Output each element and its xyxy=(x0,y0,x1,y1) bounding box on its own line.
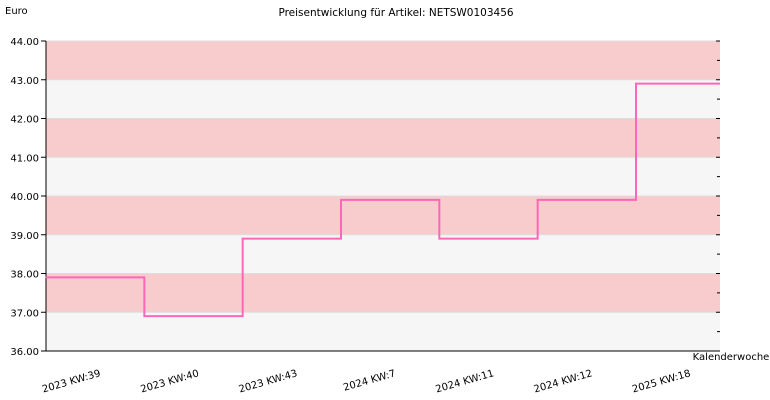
x-tick-label: 2024 KW:11 xyxy=(434,368,495,395)
band xyxy=(46,312,720,351)
band xyxy=(46,41,720,80)
x-axis-ticks: 2023 KW:39 2023 KW:40 2023 KW:43 2024 KW:7 2… xyxy=(41,368,692,395)
background-bands xyxy=(46,41,720,351)
y-axis-ticks: 36.00 37.00 38.00 39.00 40.00 41.00 42.00 43.00… xyxy=(10,37,720,358)
band xyxy=(46,118,720,158)
price-line xyxy=(46,82,720,318)
y-tick-label: 39.00 xyxy=(10,231,39,242)
x-axis-label: Kalenderwoche xyxy=(693,352,770,363)
data-point xyxy=(340,199,342,201)
x-tick-label: 2023 KW:40 xyxy=(139,368,200,395)
data-point xyxy=(45,276,47,279)
band xyxy=(46,196,720,235)
gridlines xyxy=(46,40,720,313)
y-tick-label: 37.00 xyxy=(10,308,39,319)
y-tick-label: 43.00 xyxy=(10,76,39,87)
x-tick-label: 2024 KW:7 xyxy=(342,368,397,393)
x-tick-label: 2025 KW:18 xyxy=(631,368,692,395)
band xyxy=(46,79,720,119)
y-tick-label: 36.00 xyxy=(10,347,39,358)
data-point xyxy=(143,315,146,317)
x-tick-label: 2023 KW:43 xyxy=(238,368,299,395)
x-tick-label: 2024 KW:12 xyxy=(533,368,594,395)
price-series xyxy=(45,82,720,318)
data-point xyxy=(241,237,244,240)
chart-title: Preisentwicklung für Artikel: NETSW01034… xyxy=(278,7,513,19)
y-tick-label: 41.00 xyxy=(10,153,39,164)
band xyxy=(46,157,720,196)
data-point xyxy=(635,82,637,85)
y-tick-label: 42.00 xyxy=(10,115,39,126)
y-tick-label: 38.00 xyxy=(10,270,39,281)
y-tick-label: 40.00 xyxy=(10,192,39,203)
x-tick-label: 2023 KW:39 xyxy=(41,368,102,395)
band xyxy=(46,273,720,313)
data-point xyxy=(536,199,539,201)
y-axis-label: Euro xyxy=(5,6,28,17)
data-point xyxy=(438,237,441,240)
y-tick-label: 44.00 xyxy=(10,37,39,48)
band xyxy=(46,234,720,274)
